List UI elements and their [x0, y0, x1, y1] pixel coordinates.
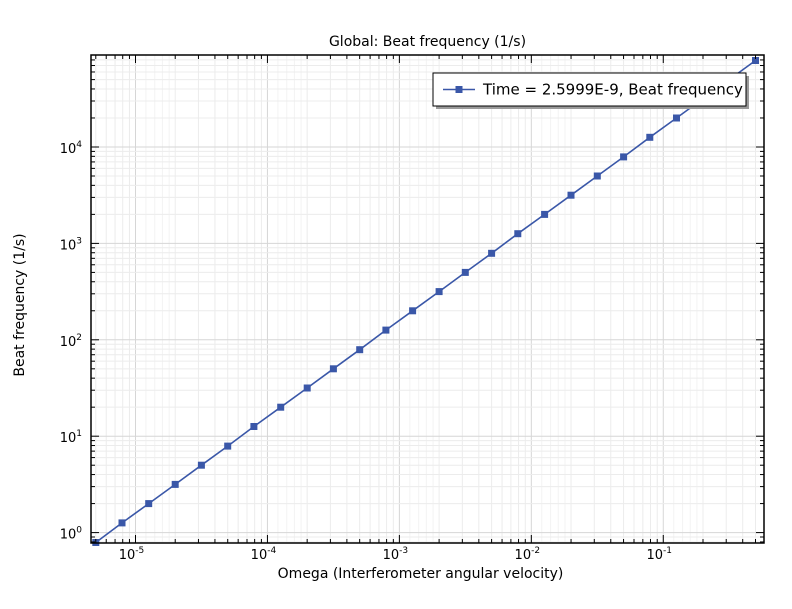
data-point — [752, 57, 759, 64]
y-tick-label-base: 10 — [60, 238, 77, 253]
x-tick-label-exponent: -3 — [399, 546, 408, 556]
x-tick-label-exponent: -4 — [267, 546, 276, 556]
y-tick-label-exponent: 3 — [76, 236, 82, 246]
x-tick-label-exponent: -1 — [663, 546, 672, 556]
x-tick-label-base: 10 — [383, 548, 400, 563]
legend-box — [432, 72, 747, 107]
data-point — [303, 384, 311, 392]
grid — [91, 54, 764, 543]
data-point — [409, 307, 417, 315]
plot-area-frame — [90, 54, 765, 544]
chart-title: Global: Beat frequency (1/s) — [329, 34, 526, 50]
x-tick-label: 10-3 — [383, 546, 409, 563]
y-tick-label-base: 10 — [60, 335, 77, 350]
y-tick-label-base: 10 — [60, 431, 77, 446]
x-tick-label-base: 10 — [647, 548, 664, 563]
x-axis-label: Omega (Interferometer angular velocity) — [278, 566, 564, 582]
data-point — [567, 191, 575, 199]
series — [91, 57, 759, 546]
x-tick-label: 10-1 — [647, 546, 673, 563]
data-point — [224, 442, 232, 450]
series-line — [91, 59, 756, 543]
data-point — [382, 326, 390, 334]
data-point — [673, 114, 680, 122]
y-tick-label-base: 10 — [60, 528, 77, 543]
data-point — [461, 268, 469, 276]
legend-entry-label: Time = 2.5999E-9, Beat frequency — [482, 81, 743, 99]
data-point — [329, 365, 337, 373]
data-point — [514, 230, 522, 238]
legend[interactable]: Time = 2.5999E-9, Beat frequency — [432, 72, 749, 109]
data-point — [541, 210, 549, 218]
y-tick-label-exponent: 1 — [76, 429, 82, 439]
data-point — [277, 403, 285, 411]
y-tick-label-exponent: 0 — [76, 526, 82, 536]
data-point — [197, 461, 205, 469]
y-tick-label-base: 10 — [60, 142, 77, 157]
data-point — [171, 480, 179, 488]
data-point — [356, 346, 364, 354]
x-tick-label: 10-2 — [515, 546, 541, 563]
y-tick-label: 101 — [60, 429, 82, 446]
y-axis-label: Beat frequency (1/s) — [12, 233, 28, 376]
data-point — [145, 500, 153, 508]
y-tick-label: 100 — [60, 526, 83, 543]
axis-ticks — [91, 54, 764, 543]
x-tick-label-base: 10 — [251, 548, 268, 563]
x-tick-label-base: 10 — [515, 548, 532, 563]
y-tick-label: 102 — [60, 333, 82, 350]
data-point — [646, 133, 654, 141]
data-point — [118, 519, 126, 527]
data-point — [620, 153, 628, 161]
x-tick-label-exponent: -2 — [531, 546, 540, 556]
y-tick-label-exponent: 4 — [76, 140, 82, 150]
y-tick-label: 103 — [60, 236, 82, 253]
data-point — [488, 249, 496, 257]
data-point — [435, 288, 443, 296]
data-point — [593, 172, 601, 180]
x-tick-label: 10-4 — [251, 546, 277, 563]
y-tick-label: 104 — [60, 140, 83, 157]
x-tick-label: 10-5 — [119, 546, 145, 563]
y-tick-label-exponent: 2 — [76, 333, 82, 343]
x-tick-label-base: 10 — [119, 548, 136, 563]
x-tick-label-exponent: -5 — [135, 546, 144, 556]
data-point — [250, 423, 258, 430]
legend-marker-swatch — [455, 86, 463, 93]
